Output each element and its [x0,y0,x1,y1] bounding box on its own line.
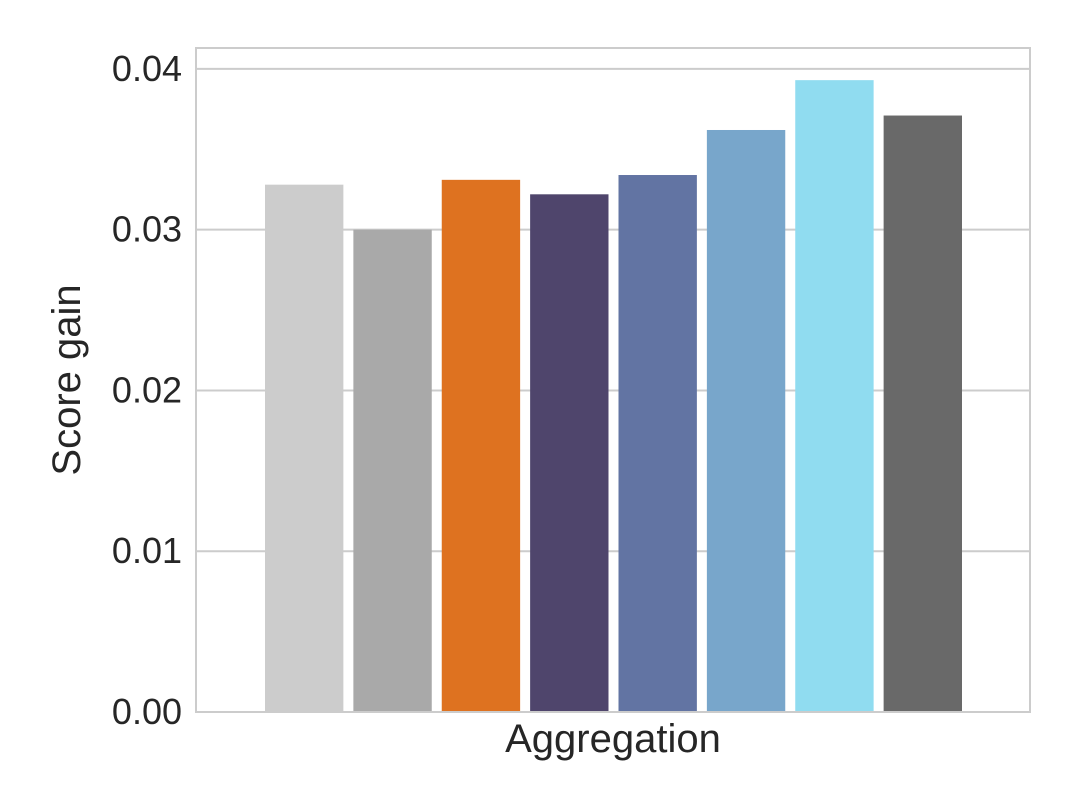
y-axis-label: Score gain [45,284,89,475]
plot-frame [195,47,1031,713]
y-tick-labels: 0.00 0.01 0.02 0.03 0.04 [112,48,182,732]
y-tick-label: 0.00 [112,691,182,732]
bar-1 [265,184,344,713]
bar-5 [618,175,697,713]
y-tick-label: 0.01 [112,530,182,571]
y-tick-label: 0.04 [112,48,182,89]
bars [265,80,962,713]
x-axis-label: Aggregation [505,717,721,761]
y-tick-label: 0.02 [112,369,182,410]
bar-2 [353,229,432,712]
bar-4 [530,194,609,713]
bar-6 [706,129,786,712]
bar-7 [795,80,874,712]
bar-3 [441,179,521,713]
y-tick-label: 0.03 [112,209,182,250]
bar-8 [883,115,962,713]
